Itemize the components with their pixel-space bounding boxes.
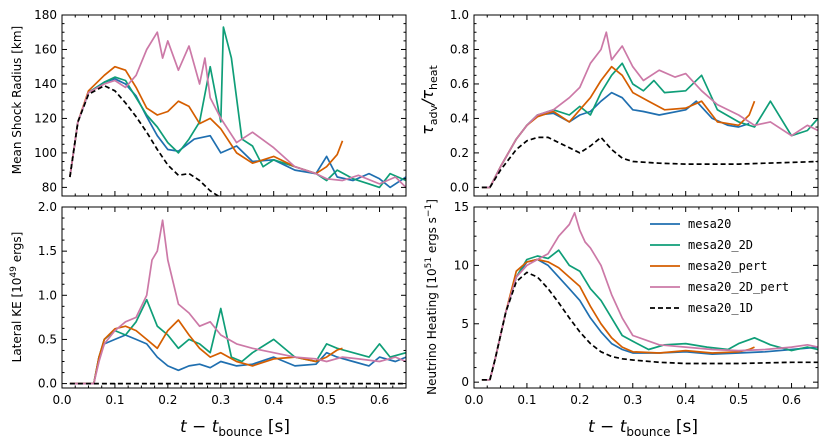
- x-tick-label: 0.3: [623, 393, 642, 407]
- y-tick-label: 0.5: [38, 332, 57, 346]
- y-tick-label: 0.8: [450, 42, 469, 56]
- series-mesa20-1D-line: [481, 136, 818, 189]
- y-tick-label: 1.0: [450, 8, 469, 22]
- x-tick-label: 0.1: [517, 393, 536, 407]
- series-mesa20-2D-line: [481, 62, 818, 189]
- legend-label-mesa20-pert: mesa20_pert: [688, 259, 767, 273]
- x-tick-label: 0.0: [464, 393, 483, 407]
- series-mesa20-1D-line: [69, 84, 220, 196]
- x-tick-label: 0.4: [676, 393, 695, 407]
- x-tick-label: 0.2: [570, 393, 589, 407]
- x-tick-label: 0.4: [264, 393, 283, 407]
- x-tick-label: 0.3: [211, 393, 230, 407]
- series-mesa20-line: [69, 334, 406, 385]
- y-tick-label: 1.0: [38, 288, 57, 302]
- y-tick-label: 10: [454, 258, 469, 272]
- ylabel-bottom-left: Lateral KE [1049 ergs]: [9, 232, 24, 363]
- y-tick-label: 2.0: [38, 200, 57, 214]
- x-tick-label: 0.6: [782, 393, 801, 407]
- y-tick-label: 80: [42, 180, 57, 194]
- y-tick-label: 140: [34, 77, 57, 91]
- series-mesa20-pert-line: [481, 258, 755, 381]
- y-tick-label: 0.0: [38, 377, 57, 391]
- series-mesa20-2D-line: [69, 26, 406, 189]
- series-mesa20-pert-line: [481, 65, 756, 189]
- xlabel-bottom-left: t − tbounce [s]: [180, 417, 290, 439]
- series-mesa20-pert-line: [69, 319, 343, 385]
- legend: mesa20 mesa20_2D mesa20_pert mesa20_2D_pert…: [650, 217, 789, 315]
- y-tick-label: 0.0: [450, 180, 469, 194]
- x-tick-label: 0.2: [158, 393, 177, 407]
- series-mesa20-2D-pert-line: [69, 31, 406, 189]
- series-mesa20-2D-line: [69, 298, 406, 385]
- panel-bottom-left: 0.0 0.1 0.2 0.3 0.4 0.5 0.6 0.0 0.5 1.0 1.5 2.0: [38, 200, 407, 407]
- legend-label-mesa20-2D-pert: mesa20_2D_pert: [688, 280, 789, 294]
- legend-label-mesa20-2D: mesa20_2D: [688, 238, 753, 252]
- series-mesa20-2D-pert-line: [69, 219, 406, 385]
- series-mesa20-line: [69, 77, 406, 189]
- panel-bottom-right: 0.0 0.1 0.2 0.3 0.4 0.5 0.6 0 5 10 15: [454, 200, 819, 407]
- x-tick-label: 0.6: [370, 393, 389, 407]
- y-tick-label: 0.4: [450, 111, 469, 125]
- x-tick-label: 0.0: [52, 393, 71, 407]
- y-tick-label: 0.6: [450, 77, 469, 91]
- series-mesa20-2D-pert-line: [481, 211, 818, 381]
- ylabel-top-right: τadv/τheat: [418, 64, 440, 134]
- series-mesa20-2D-pert-line: [481, 31, 818, 189]
- y-tick-label: 120: [34, 111, 57, 125]
- y-tick-label: 100: [34, 146, 57, 160]
- ylabel-top-left: Mean Shock Radius [km]: [10, 26, 24, 175]
- y-tick-label: 15: [454, 200, 469, 214]
- legend-label-mesa20-1D: mesa20_1D: [688, 301, 753, 315]
- y-tick-label: 5: [461, 317, 469, 331]
- series-mesa20-line: [481, 91, 750, 189]
- panel-top-right: 0.0 0.2 0.4 0.6 0.8 1.0: [450, 8, 819, 197]
- y-tick-label: 1.5: [38, 244, 57, 258]
- axes-frame: [61, 14, 407, 197]
- legend-label-mesa20: mesa20: [688, 217, 731, 231]
- y-tick-label: 0: [461, 375, 469, 389]
- y-tick-label: 160: [34, 42, 57, 56]
- x-tick-label: 0.5: [729, 393, 748, 407]
- x-tick-label: 0.1: [105, 393, 124, 407]
- series-mesa20-2D-line: [481, 249, 818, 381]
- panel-top-left: 80 100 120 140 160 180: [34, 8, 407, 197]
- y-tick-label: 180: [34, 8, 57, 22]
- series-mesa20-1D-line: [481, 271, 818, 381]
- ylabel-bottom-right: Neutrino Heating [1051 ergs s−1]: [424, 199, 439, 395]
- axes-frame: [473, 14, 819, 197]
- x-tick-label: 0.5: [317, 393, 336, 407]
- y-tick-label: 0.2: [450, 146, 469, 160]
- xlabel-bottom-right: t − tbounce [s]: [588, 417, 698, 439]
